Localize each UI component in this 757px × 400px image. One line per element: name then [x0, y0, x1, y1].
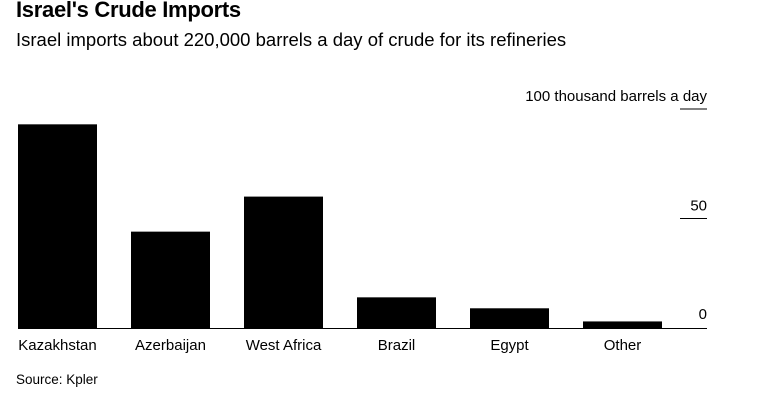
y-tick-label-50: 50	[690, 198, 707, 215]
bar-west-africa	[244, 196, 323, 328]
category-label-kazakhstan: Kazakhstan	[18, 337, 96, 354]
y-tick-label-100: 100 thousand barrels a day	[525, 88, 707, 105]
category-label-egypt: Egypt	[490, 337, 529, 354]
bar-azerbaijan	[131, 231, 210, 328]
bar-egypt	[470, 308, 549, 328]
bar-brazil	[357, 297, 436, 328]
category-label-other: Other	[604, 337, 642, 354]
bar-kazakhstan	[18, 124, 97, 328]
chart-subtitle: Israel imports about 220,000 barrels a d…	[16, 29, 567, 50]
category-labels: Kazakhstan Azerbaijan West Africa Brazil Egy…	[18, 337, 641, 354]
y-axis: 100 thousand barrels a day 50 0	[525, 88, 707, 323]
y-tick-label-0: 0	[699, 306, 707, 323]
bars-group	[18, 124, 662, 328]
category-label-azerbaijan: Azerbaijan	[135, 337, 206, 354]
category-label-west-africa: West Africa	[246, 337, 322, 354]
chart-title: Israel's Crude Imports	[16, 0, 241, 22]
category-label-brazil: Brazil	[378, 337, 416, 354]
source-note: Source: Kpler	[16, 372, 98, 387]
bar-other	[583, 321, 662, 328]
